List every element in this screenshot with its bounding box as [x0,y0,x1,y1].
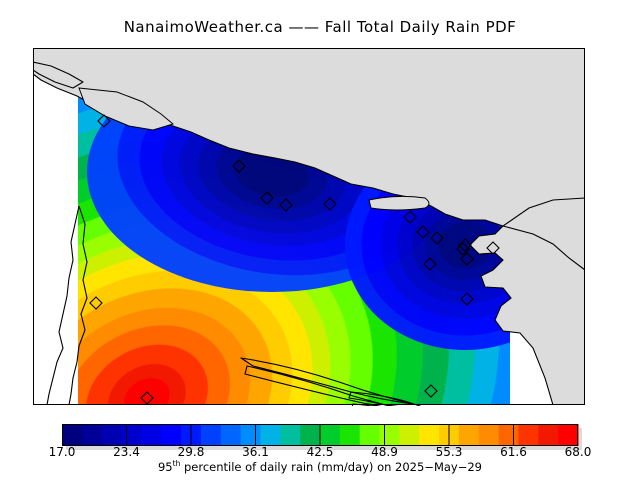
land-east-peninsula [501,197,585,271]
colorbar-band [339,424,361,446]
colorbar-bands [62,424,579,446]
diamond-marker[interactable] [430,231,444,245]
map-panel [33,48,585,406]
diamond-marker[interactable] [423,257,437,271]
coast-west-mainland-inner [68,205,88,406]
map-canvas [33,48,585,406]
land-inlet-bar [368,195,430,211]
land-masses [33,48,585,405]
colorbar-tick-label: 61.6 [500,445,527,459]
colorbar-tick-labels: 17.0 23.4 29.8 36.1 42.5 48.9 55.3 61.6 68.0 [0,445,640,463]
coast-island-long-south [244,365,392,406]
diamond-marker[interactable] [403,210,417,224]
coast-west-mainland [46,205,80,406]
colorbar-band [359,424,381,446]
colorbar-band [101,424,123,446]
colorbar-band [458,424,480,446]
diamond-marker[interactable] [416,225,430,239]
colorbar-tick-label: 68.0 [564,445,592,459]
coast-island-east-a [348,391,422,406]
colorbar-band [220,424,242,446]
diamond-marker[interactable] [424,384,438,398]
diamond-marker[interactable] [458,238,472,252]
colorbar-band [320,424,341,446]
colorbar-tick-label: 36.1 [242,445,269,459]
colorbar-band [200,424,222,446]
colorbar-frame [62,424,578,446]
colorbar-band [62,424,83,446]
diamond-marker[interactable] [460,292,474,306]
colorbar-band [518,424,539,446]
colorbar-tick-label: 23.4 [113,445,140,459]
diamond-marker[interactable] [279,198,293,212]
colorbar-tick-label: 55.3 [435,445,463,459]
coastlines [33,61,422,406]
colorbar-band [478,424,500,446]
colorbar-band [141,424,162,446]
colorbar-caption: 95th percentile of daily rain (mm/day) o… [0,459,640,474]
diamond-marker[interactable] [460,252,474,266]
colorbar-tick-label: 42.5 [306,445,334,459]
caption-text: percentile of daily rain (mm/day) on 202… [180,459,482,474]
colorbar-band [161,424,182,446]
colorbar-dividers [126,424,514,446]
colorbar-band [280,424,301,446]
coast-northwest-strait [33,61,84,89]
colorbar-band [300,424,321,446]
colorbar-band [379,424,400,446]
colorbar-band [419,424,440,446]
diamond-marker[interactable] [232,159,246,173]
diamond-marker[interactable] [260,191,274,205]
diamond-marker[interactable] [486,241,500,255]
colorbar-band [558,424,579,446]
diamond-marker[interactable] [89,296,103,310]
colorbar-band [498,424,520,446]
colorbar-band [538,424,559,446]
diamond-marker[interactable] [456,242,470,256]
colorbar-band [399,424,420,446]
caption-value: 95 [157,459,173,474]
page-title: NanaimoWeather.ca —— Fall Total Daily Ra… [123,18,517,36]
colorbar-tick-label: 17.0 [48,445,76,459]
colorbar[interactable] [62,424,582,450]
diamond-marker[interactable] [97,114,111,128]
colorbar-band [260,424,281,446]
colorbar-canvas[interactable] [62,424,582,450]
caption-ordinal-suffix: th [172,459,181,468]
colorbar-band [81,424,103,446]
land-northwest-lobe [78,87,175,131]
map-frame [33,48,585,405]
diamond-marker[interactable] [323,197,337,211]
colorbar-tick-label: 48.9 [371,445,398,459]
colorbar-band [240,424,262,446]
colorbar-tick-label: 29.8 [177,445,205,459]
station-markers [89,114,500,405]
colorbar-band [121,424,142,446]
